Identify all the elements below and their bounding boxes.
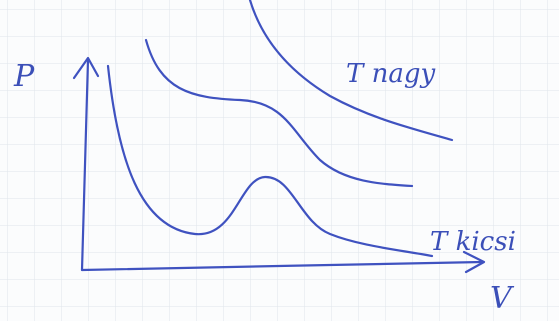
diagram: P V T nagy T kicsi <box>0 0 559 321</box>
x-axis-label: V <box>490 281 515 316</box>
curve-label: T kicsi <box>430 227 516 257</box>
y-axis-label: P <box>13 59 35 94</box>
grid-paper <box>0 0 559 321</box>
page: P V T nagy T kicsi (() => { const data =… <box>0 0 559 321</box>
curve-label: T nagy <box>346 59 435 89</box>
